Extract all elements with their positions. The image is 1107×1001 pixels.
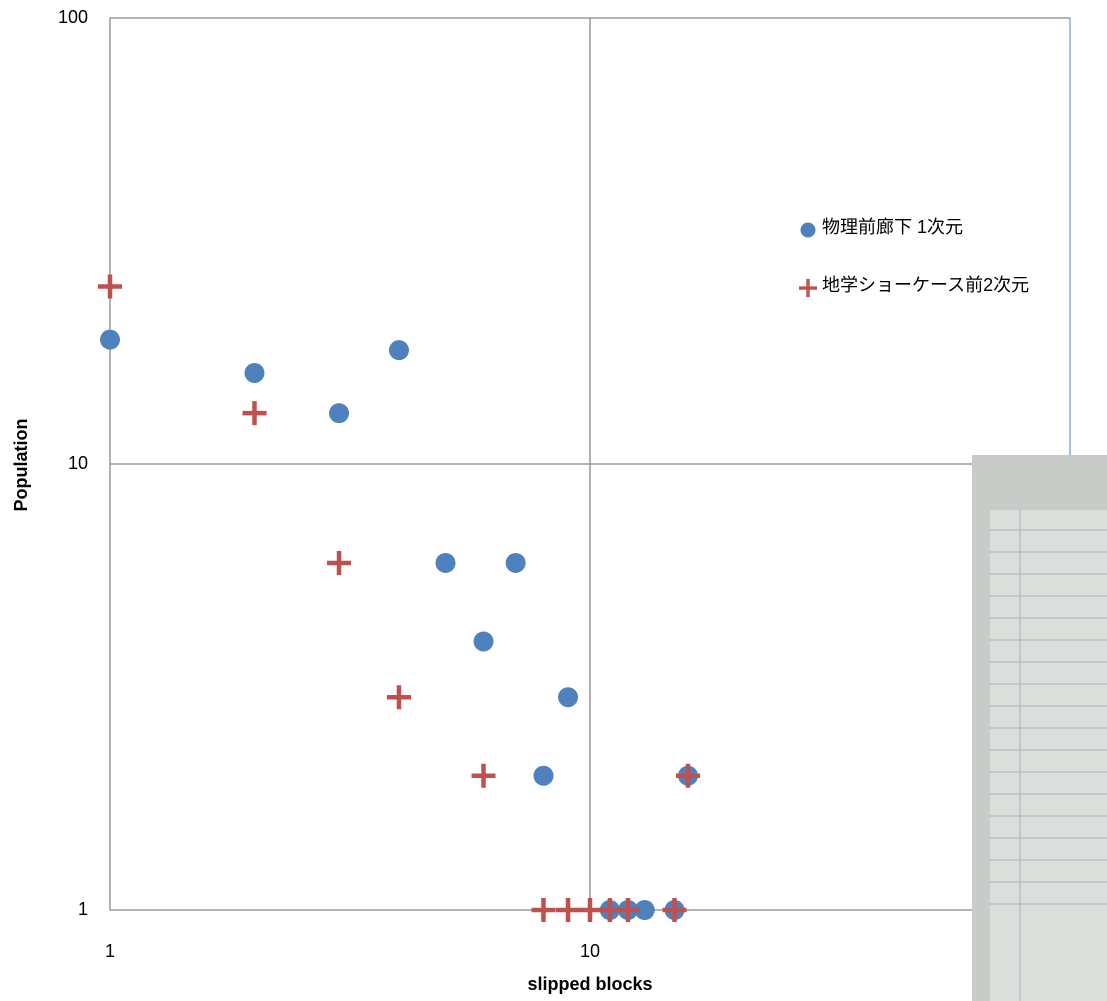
- y-tick-label: 100: [58, 7, 88, 27]
- y-tick-label: 1: [78, 899, 88, 919]
- data-point: [558, 687, 579, 708]
- legend-label: 地学ショーケース前2次元: [822, 275, 1029, 295]
- x-axis-title: slipped blocks: [527, 974, 652, 994]
- photo-overlay: [972, 455, 1107, 1001]
- data-point: [98, 274, 122, 299]
- data-point: [634, 900, 655, 920]
- x-tick-label: 1: [105, 941, 115, 961]
- photo-sheet: [990, 510, 1107, 1001]
- x-tick-label: 10: [580, 941, 600, 961]
- legend-label: 物理前廊下 1次元: [822, 217, 963, 237]
- data-point: [473, 631, 494, 652]
- data-point: [616, 898, 641, 922]
- data-point: [531, 898, 556, 922]
- data-point: [556, 898, 581, 922]
- y-tick-label: 10: [68, 453, 88, 473]
- data-point: [533, 765, 554, 786]
- y-axis-title: Population: [11, 419, 31, 512]
- data-point: [597, 898, 622, 922]
- data-point: [662, 898, 687, 922]
- data-point: [578, 898, 602, 922]
- data-point: [386, 685, 411, 710]
- data-point: [471, 763, 496, 788]
- data-point: [505, 552, 526, 573]
- data-point: [242, 401, 267, 426]
- legend-marker: [800, 222, 816, 238]
- data-point: [327, 550, 352, 575]
- legend-marker: [799, 279, 817, 297]
- data-point: [329, 403, 350, 424]
- data-point: [388, 340, 409, 361]
- data-point: [100, 329, 120, 350]
- data-point: [244, 362, 265, 383]
- data-point: [435, 552, 456, 573]
- data-point: [675, 763, 700, 788]
